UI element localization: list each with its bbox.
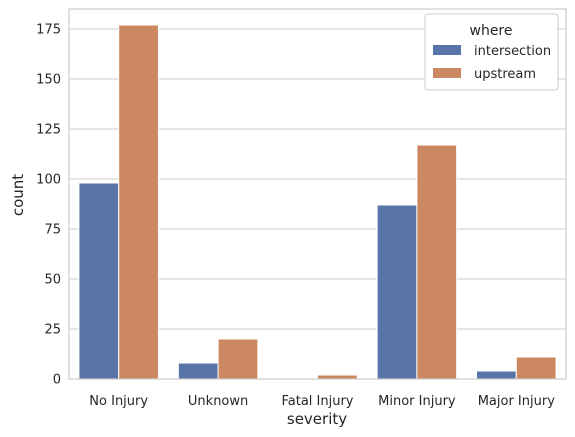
bar-upstream — [118, 24, 159, 380]
y-tick-labels: 0 25 50 75 100 125 150 175 — [36, 23, 61, 388]
x-tick-label: No Injury — [89, 394, 148, 409]
bar-upstream — [515, 356, 557, 380]
y-tick-label: 100 — [36, 173, 61, 188]
y-tick-label: 175 — [36, 23, 61, 38]
y-tick-label: 25 — [44, 323, 61, 338]
bar-intersection — [476, 370, 517, 380]
x-tick-labels: No Injury Unknown Fatal Injury Minor Injury… — [89, 394, 555, 409]
legend-title: where — [470, 23, 513, 39]
x-tick-label: Unknown — [188, 394, 248, 409]
bars — [78, 24, 557, 380]
plot-frame — [68, 8, 567, 380]
y-tick-label: 75 — [44, 223, 61, 238]
legend: where intersection upstream — [424, 13, 559, 91]
x-tick-label: Fatal Injury — [281, 394, 353, 409]
legend-swatch-intersection — [433, 45, 461, 55]
x-tick-label: Minor Injury — [378, 394, 456, 409]
y-tick-label: 0 — [53, 373, 61, 388]
bar-intersection — [78, 182, 120, 380]
legend-swatch-upstream — [433, 68, 461, 78]
plot-border — [68, 8, 567, 380]
bar-intersection — [376, 204, 418, 380]
bar-intersection — [177, 362, 219, 380]
y-axis-label: count — [9, 174, 27, 216]
x-tick-label: Major Injury — [478, 394, 555, 409]
legend-label-intersection: intersection — [474, 44, 551, 59]
bar-upstream — [217, 338, 259, 380]
y-tick-label: 50 — [44, 273, 61, 288]
bar-upstream — [416, 144, 458, 380]
y-tick-label: 125 — [36, 123, 61, 138]
y-tick-label: 150 — [36, 73, 61, 88]
legend-label-upstream: upstream — [474, 67, 536, 82]
x-axis-label: severity — [287, 410, 347, 428]
